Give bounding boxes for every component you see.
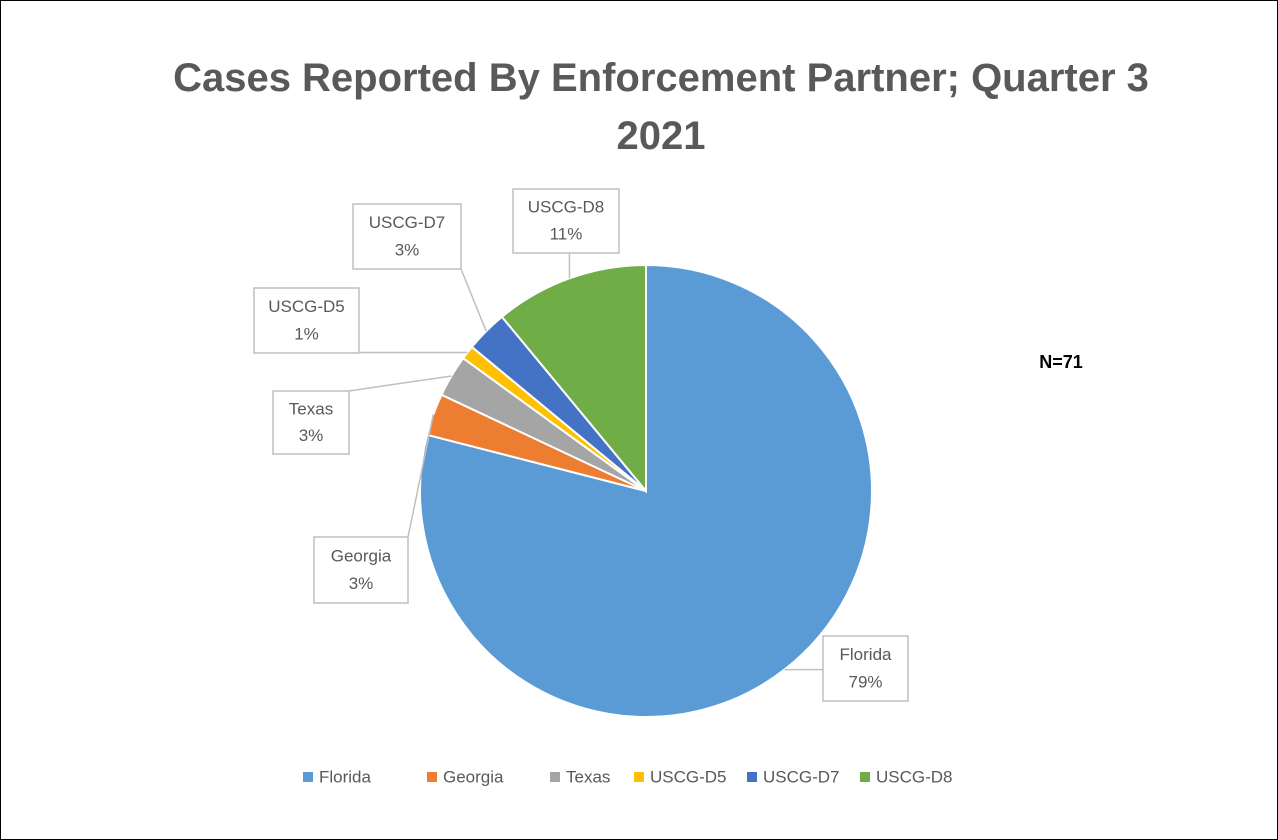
data-label-value: 3%: [299, 426, 324, 445]
data-label-value: 1%: [294, 324, 319, 343]
data-label-name: Georgia: [331, 546, 392, 565]
label-box: [253, 287, 360, 354]
label-box: [512, 188, 620, 254]
data-label-value: 11%: [550, 225, 583, 244]
label-box: [352, 203, 462, 270]
legend-swatch: [303, 772, 313, 782]
legend-swatch: [550, 772, 560, 782]
data-label-name: USCG-D7: [369, 213, 446, 232]
legend-swatch: [860, 772, 870, 782]
legend-swatch: [747, 772, 757, 782]
leader-line: [407, 414, 435, 538]
legend-swatch: [634, 772, 644, 782]
label-box: [313, 536, 409, 604]
data-label-name: Texas: [289, 399, 333, 418]
legend-label: USCG-D5: [650, 767, 727, 786]
data-label-name: USCG-D8: [528, 198, 605, 217]
data-label-name: USCG-D5: [268, 297, 345, 316]
legend-label: Florida: [319, 767, 372, 786]
leader-line: [348, 375, 452, 392]
pie-slice: [500, 263, 647, 494]
legend-label: Texas: [566, 767, 610, 786]
legend-label: Georgia: [443, 767, 504, 786]
legend-swatch: [427, 772, 437, 782]
data-label-value: 3%: [349, 574, 374, 593]
leader-line: [460, 268, 487, 332]
chart-title: Cases Reported By Enforcement Partner; Q…: [173, 56, 1149, 158]
data-label-name: Florida: [840, 645, 893, 664]
legend-label: USCG-D7: [763, 767, 840, 786]
data-label-value: 3%: [395, 240, 420, 259]
label-box: [822, 635, 909, 702]
legend-label: USCG-D8: [876, 767, 953, 786]
annotation: N=71: [1039, 352, 1083, 372]
data-label-value: 79%: [848, 672, 882, 691]
label-box: [272, 390, 350, 455]
